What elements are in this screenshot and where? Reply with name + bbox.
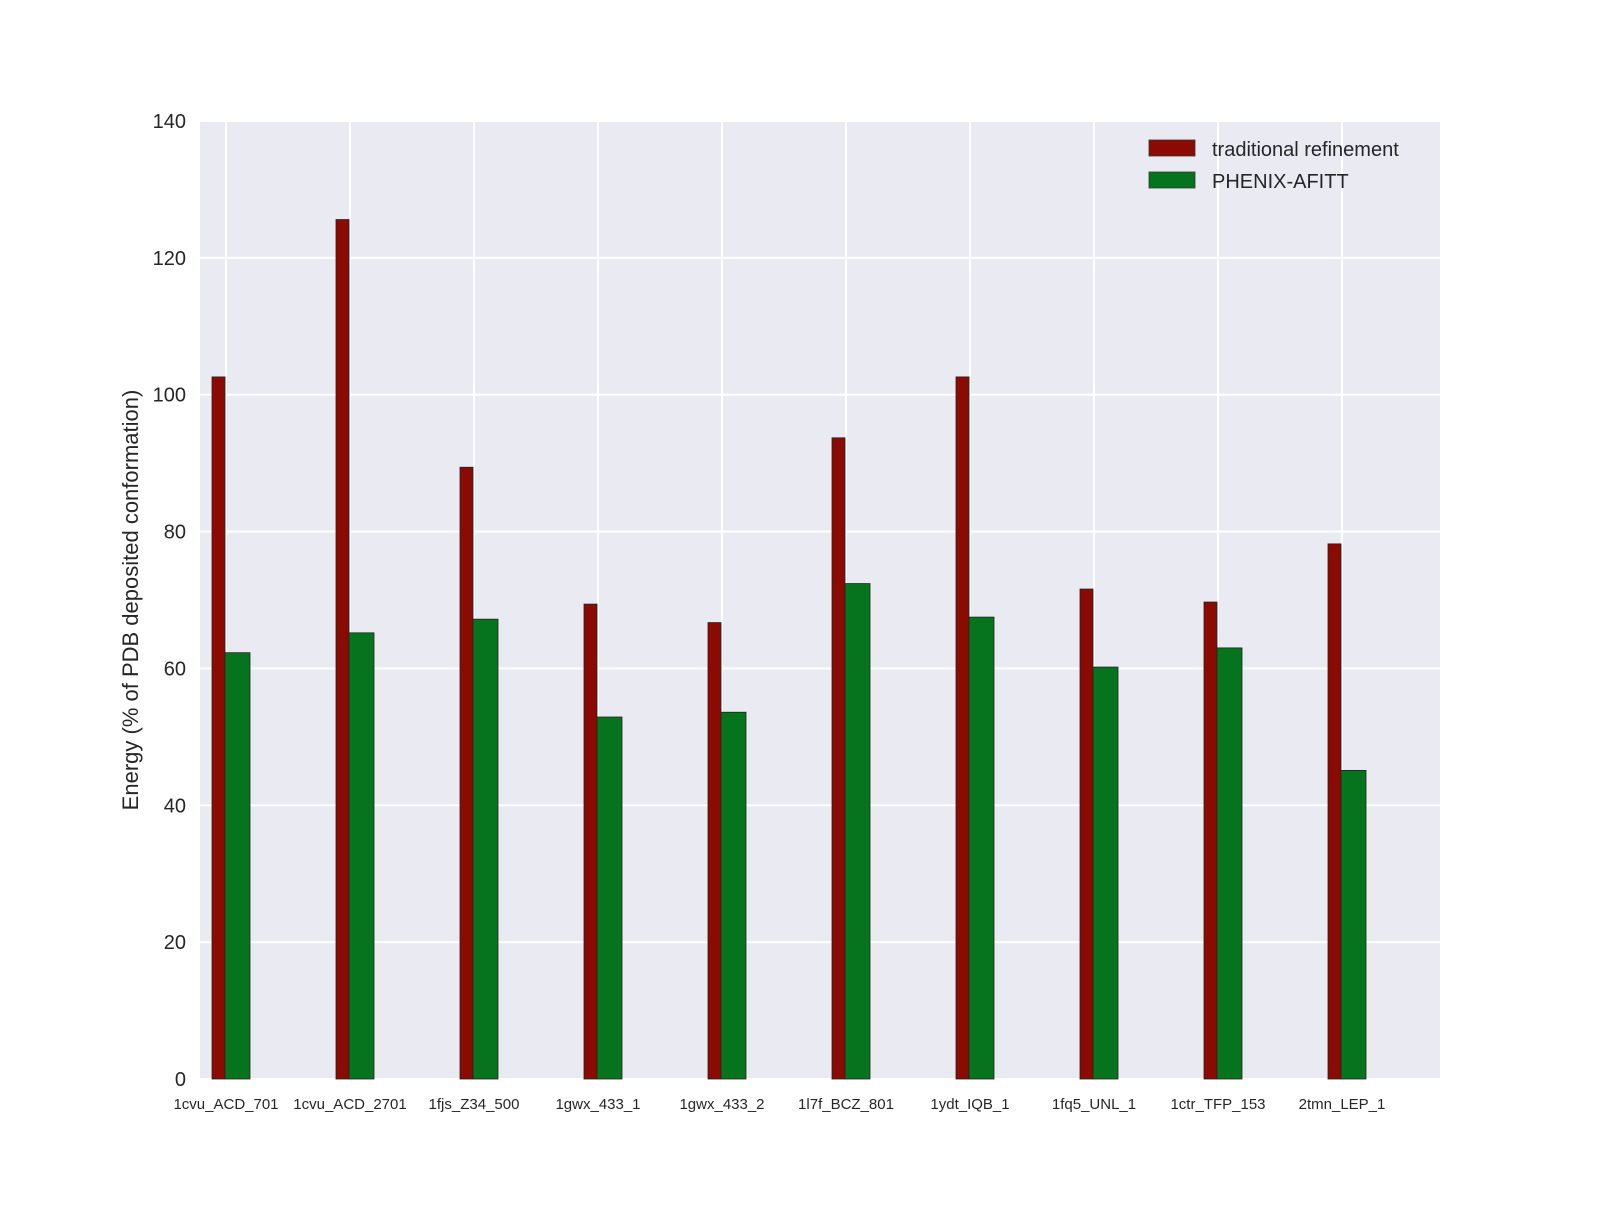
bar-phenix-afitt (844, 583, 871, 1080)
legend-label-phenix: PHENIX-AFITT (1212, 171, 1349, 193)
legend-label-traditional: traditional refinement (1212, 139, 1399, 161)
y-tick-label: 60 (164, 658, 186, 680)
y-tick-label: 120 (153, 248, 186, 270)
bar-phenix-afitt (348, 632, 375, 1080)
y-tick-label: 140 (153, 111, 186, 133)
bar-phenix-afitt (224, 652, 251, 1080)
x-tick-label: 1ydt_IQB_1 (930, 1096, 1009, 1113)
y-tick-label: 20 (164, 932, 186, 954)
bar-phenix-afitt (596, 716, 623, 1080)
bar-traditional-refinement (707, 622, 722, 1080)
x-tick-label: 1gwx_433_2 (679, 1096, 764, 1113)
x-tick-labels: 1cvu_ACD_701 1cvu_ACD_2701 1fjs_Z34_500 1gw… (173, 1096, 1385, 1113)
bar-traditional-refinement (459, 466, 474, 1080)
x-tick-label: 1fq5_UNL_1 (1052, 1096, 1136, 1113)
y-tick-label: 100 (153, 385, 186, 407)
bar-phenix-afitt (1340, 769, 1367, 1080)
bar-traditional-refinement (211, 376, 226, 1080)
bar-phenix-afitt (1216, 647, 1243, 1080)
x-tick-label: 2tmn_LEP_1 (1299, 1096, 1386, 1113)
bar-phenix-afitt (968, 616, 995, 1080)
bar-traditional-refinement (1203, 601, 1218, 1080)
x-tick-label: 1l7f_BCZ_801 (798, 1096, 894, 1113)
bar-phenix-afitt (1092, 666, 1119, 1080)
y-tick-label: 0 (175, 1069, 186, 1091)
bar-traditional-refinement (335, 219, 350, 1080)
x-tick-label: 1cvu_ACD_701 (173, 1096, 278, 1113)
x-tick-label: 1gwx_433_1 (555, 1096, 640, 1113)
bar-traditional-refinement (831, 437, 846, 1080)
x-tick-label: 1cvu_ACD_2701 (293, 1096, 406, 1113)
x-tick-label: 1ctr_TFP_153 (1170, 1096, 1265, 1113)
bar-traditional-refinement (1079, 588, 1094, 1080)
bar-phenix-afitt (720, 711, 747, 1080)
bars (211, 219, 1367, 1080)
plot-background (200, 121, 1440, 1079)
bar-phenix-afitt (472, 618, 499, 1080)
bar-traditional-refinement (583, 603, 598, 1080)
y-tick-label: 40 (164, 795, 186, 817)
legend: traditional refinement PHENIX-AFITT (1148, 139, 1399, 193)
y-axis-label: Energy (% of PDB deposited conformation) (118, 390, 143, 811)
legend-swatch-traditional (1148, 139, 1196, 157)
x-tick-label: 1fjs_Z34_500 (429, 1096, 520, 1113)
bar-traditional-refinement (955, 376, 970, 1080)
y-tick-labels: 0 20 40 60 80 100 120 140 (153, 111, 186, 1091)
legend-swatch-phenix (1148, 171, 1196, 189)
y-tick-label: 80 (164, 522, 186, 544)
bar-traditional-refinement (1327, 543, 1342, 1080)
